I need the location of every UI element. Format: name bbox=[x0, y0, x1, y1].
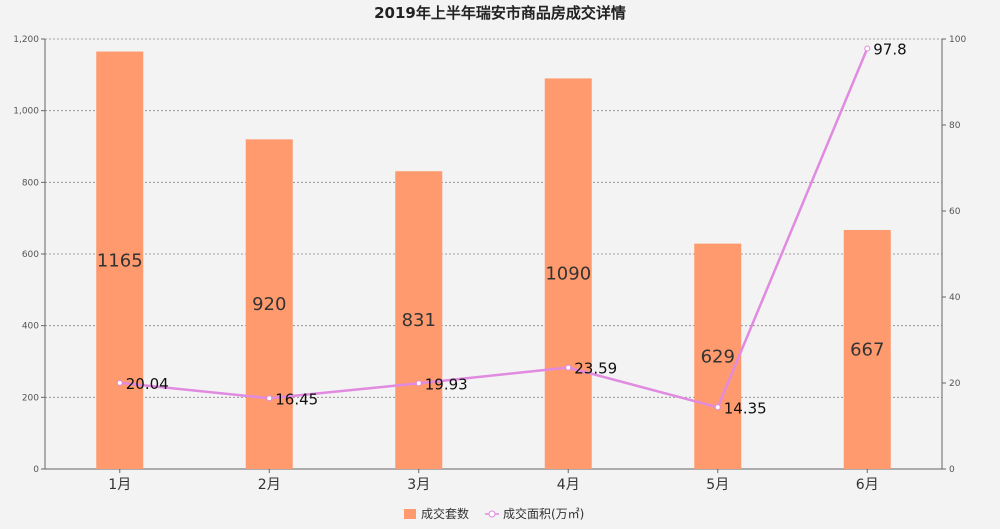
left-tick-label: 400 bbox=[22, 322, 39, 332]
grid bbox=[45, 38, 942, 398]
legend-line-label[interactable]: 成交面积(万㎡) bbox=[503, 506, 584, 521]
x-tick-label: 2月 bbox=[258, 477, 281, 493]
bar-value-label: 1090 bbox=[545, 264, 591, 285]
left-axis-ticks: 0 200 400 600 800 1,000 1,200 bbox=[13, 35, 45, 475]
bar-value-label: 629 bbox=[701, 346, 735, 367]
line-value-label: 23.59 bbox=[574, 360, 617, 378]
bar[interactable] bbox=[395, 171, 443, 469]
legend[interactable]: 成交套数 成交面积(万㎡) bbox=[404, 506, 584, 521]
left-tick-label: 1,200 bbox=[13, 35, 39, 45]
left-tick-label: 0 bbox=[33, 465, 39, 475]
line-value-label: 16.45 bbox=[275, 390, 318, 408]
right-tick-label: 0 bbox=[949, 465, 955, 475]
bar[interactable] bbox=[96, 51, 144, 470]
right-tick-label: 60 bbox=[949, 207, 961, 217]
chart-title: 2019年上半年瑞安市商品房成交详情 bbox=[374, 4, 626, 22]
right-axis-ticks: 0 20 40 60 80 100 bbox=[942, 35, 966, 475]
bar[interactable] bbox=[544, 78, 592, 470]
line-value-label: 14.35 bbox=[724, 399, 767, 417]
x-axis-ticks: 1月 2月 3月 4月 5月 6月 bbox=[108, 469, 879, 493]
left-tick-label: 800 bbox=[22, 178, 39, 188]
right-tick-label: 100 bbox=[949, 35, 966, 45]
legend-bar-swatch[interactable] bbox=[404, 509, 416, 519]
line-path bbox=[119, 47, 869, 409]
right-tick-label: 80 bbox=[949, 121, 961, 131]
x-tick-label: 3月 bbox=[407, 477, 430, 493]
bar-value-label: 920 bbox=[252, 294, 286, 315]
x-tick-label: 1月 bbox=[108, 477, 131, 493]
line-value-label: 19.93 bbox=[425, 375, 468, 393]
x-tick-label: 5月 bbox=[706, 477, 729, 493]
line-value-label: 97.8 bbox=[873, 40, 906, 58]
left-tick-label: 200 bbox=[22, 393, 39, 403]
line-point[interactable] bbox=[864, 45, 871, 52]
line-point[interactable] bbox=[266, 395, 273, 402]
line-value-label: 20.04 bbox=[126, 375, 169, 393]
x-tick-label: 6月 bbox=[856, 477, 879, 493]
bar-value-label: 1165 bbox=[97, 250, 143, 271]
legend-bar-label[interactable]: 成交套数 bbox=[421, 506, 469, 521]
line-point[interactable] bbox=[415, 380, 422, 387]
bar[interactable] bbox=[843, 229, 891, 469]
bar-value-label: 831 bbox=[402, 310, 436, 331]
bar-value-label: 667 bbox=[850, 339, 884, 360]
bar[interactable] bbox=[694, 243, 742, 469]
x-tick-label: 4月 bbox=[557, 477, 580, 493]
right-tick-label: 40 bbox=[949, 293, 961, 303]
line-point[interactable] bbox=[565, 364, 572, 371]
bar[interactable] bbox=[245, 139, 293, 470]
right-tick-label: 20 bbox=[949, 379, 961, 389]
line-series: 20.04 16.45 19.93 23.59 14.35 97.8 bbox=[116, 40, 907, 417]
line-point[interactable] bbox=[714, 404, 721, 411]
left-tick-label: 600 bbox=[22, 250, 39, 260]
line-point[interactable] bbox=[116, 379, 123, 386]
bar-series: 1165 920 831 1090 629 667 bbox=[96, 51, 891, 470]
legend-line-marker bbox=[488, 510, 496, 518]
left-tick-label: 1,000 bbox=[13, 107, 39, 117]
